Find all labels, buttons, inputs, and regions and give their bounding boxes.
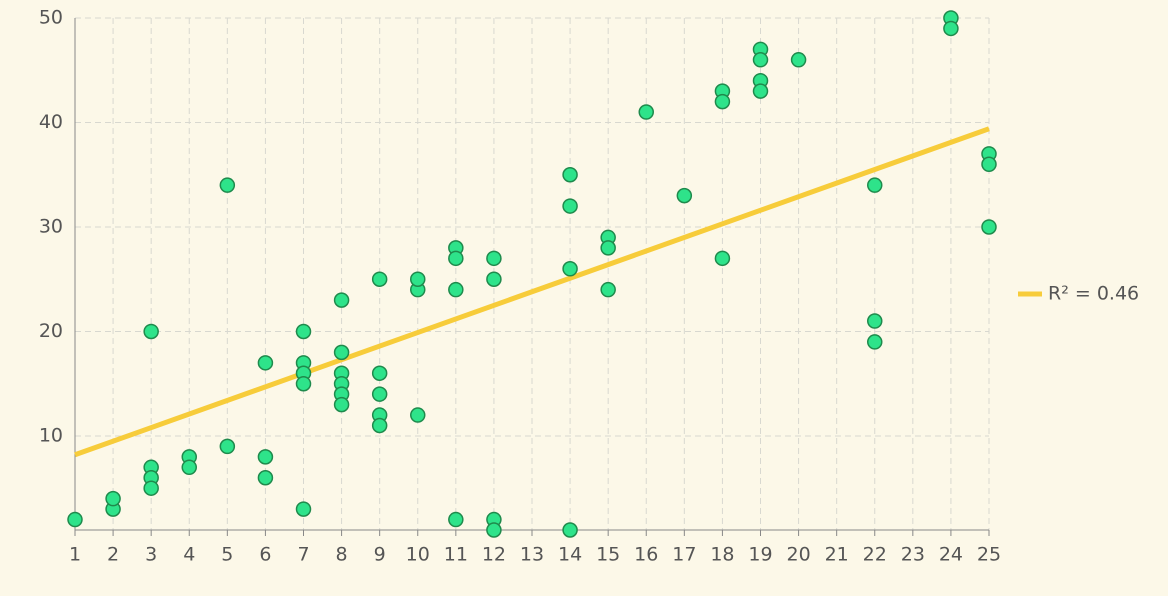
trend-line [74, 126, 990, 458]
point [981, 219, 997, 235]
point [219, 438, 236, 455]
x-tick-label: 7 [297, 544, 309, 566]
x-tick-label: 11 [444, 544, 468, 566]
point [295, 375, 312, 392]
point [752, 52, 769, 68]
point [486, 522, 502, 538]
point [867, 177, 883, 193]
point [448, 511, 464, 528]
point [752, 83, 769, 99]
point [295, 501, 312, 517]
point [105, 490, 121, 507]
point [448, 281, 464, 298]
x-tick-label: 16 [634, 544, 658, 566]
point [219, 177, 236, 193]
point [143, 480, 159, 496]
x-tick-label: 5 [221, 544, 233, 566]
x-tick-label: 23 [901, 544, 925, 566]
point [790, 52, 807, 68]
point [371, 386, 388, 402]
x-tick-label: 14 [558, 544, 582, 566]
x-tick-label: 25 [977, 544, 1001, 566]
x-tick-label: 24 [939, 544, 963, 566]
x-tick-label: 8 [336, 544, 348, 566]
x-tick-label: 17 [672, 544, 696, 566]
point [333, 292, 350, 308]
x-tick-label: 19 [748, 544, 772, 566]
x-tick-label: 20 [786, 544, 810, 566]
point [867, 334, 883, 350]
point [257, 449, 274, 465]
y-tick-label: 50 [39, 7, 63, 29]
point [67, 511, 83, 528]
point [486, 271, 502, 287]
point [600, 240, 616, 256]
point [257, 355, 274, 371]
point [371, 417, 388, 434]
point [714, 250, 731, 267]
x-tick-label: 2 [107, 544, 119, 566]
point [448, 250, 464, 267]
x-tick-label: 6 [259, 544, 271, 566]
x-tick-label: 3 [145, 544, 157, 566]
x-tick-label: 10 [406, 544, 430, 566]
y-tick-label: 40 [39, 111, 63, 133]
point [562, 198, 578, 214]
x-tick-label: 15 [596, 544, 620, 566]
y-tick-label: 10 [39, 424, 63, 446]
x-tick-label: 18 [710, 544, 734, 566]
point [181, 459, 197, 476]
point [371, 365, 388, 382]
point [981, 156, 997, 173]
point [295, 323, 312, 340]
point [562, 166, 578, 183]
x-tick-label: 12 [482, 544, 506, 566]
point [143, 323, 159, 340]
point [333, 344, 350, 361]
point [333, 396, 350, 413]
point [714, 93, 731, 110]
point [410, 407, 426, 423]
x-tick-label: 9 [374, 544, 386, 566]
point [867, 313, 883, 329]
x-tick-label: 21 [825, 544, 849, 566]
x-tick-label: 22 [863, 544, 887, 566]
point [676, 187, 693, 204]
point [600, 281, 616, 298]
point [257, 470, 274, 486]
point [371, 271, 388, 287]
y-tick-label: 30 [39, 215, 63, 237]
y-tick-label: 20 [39, 320, 63, 342]
point [562, 261, 578, 277]
point [486, 250, 502, 267]
point [943, 20, 959, 37]
x-tick-label: 4 [183, 544, 195, 566]
point [638, 104, 654, 120]
legend-label: R² = 0.46 [1048, 283, 1139, 305]
point [562, 522, 578, 538]
x-tick-label: 13 [520, 544, 544, 566]
point [410, 271, 426, 287]
x-tick-label: 1 [69, 544, 81, 566]
